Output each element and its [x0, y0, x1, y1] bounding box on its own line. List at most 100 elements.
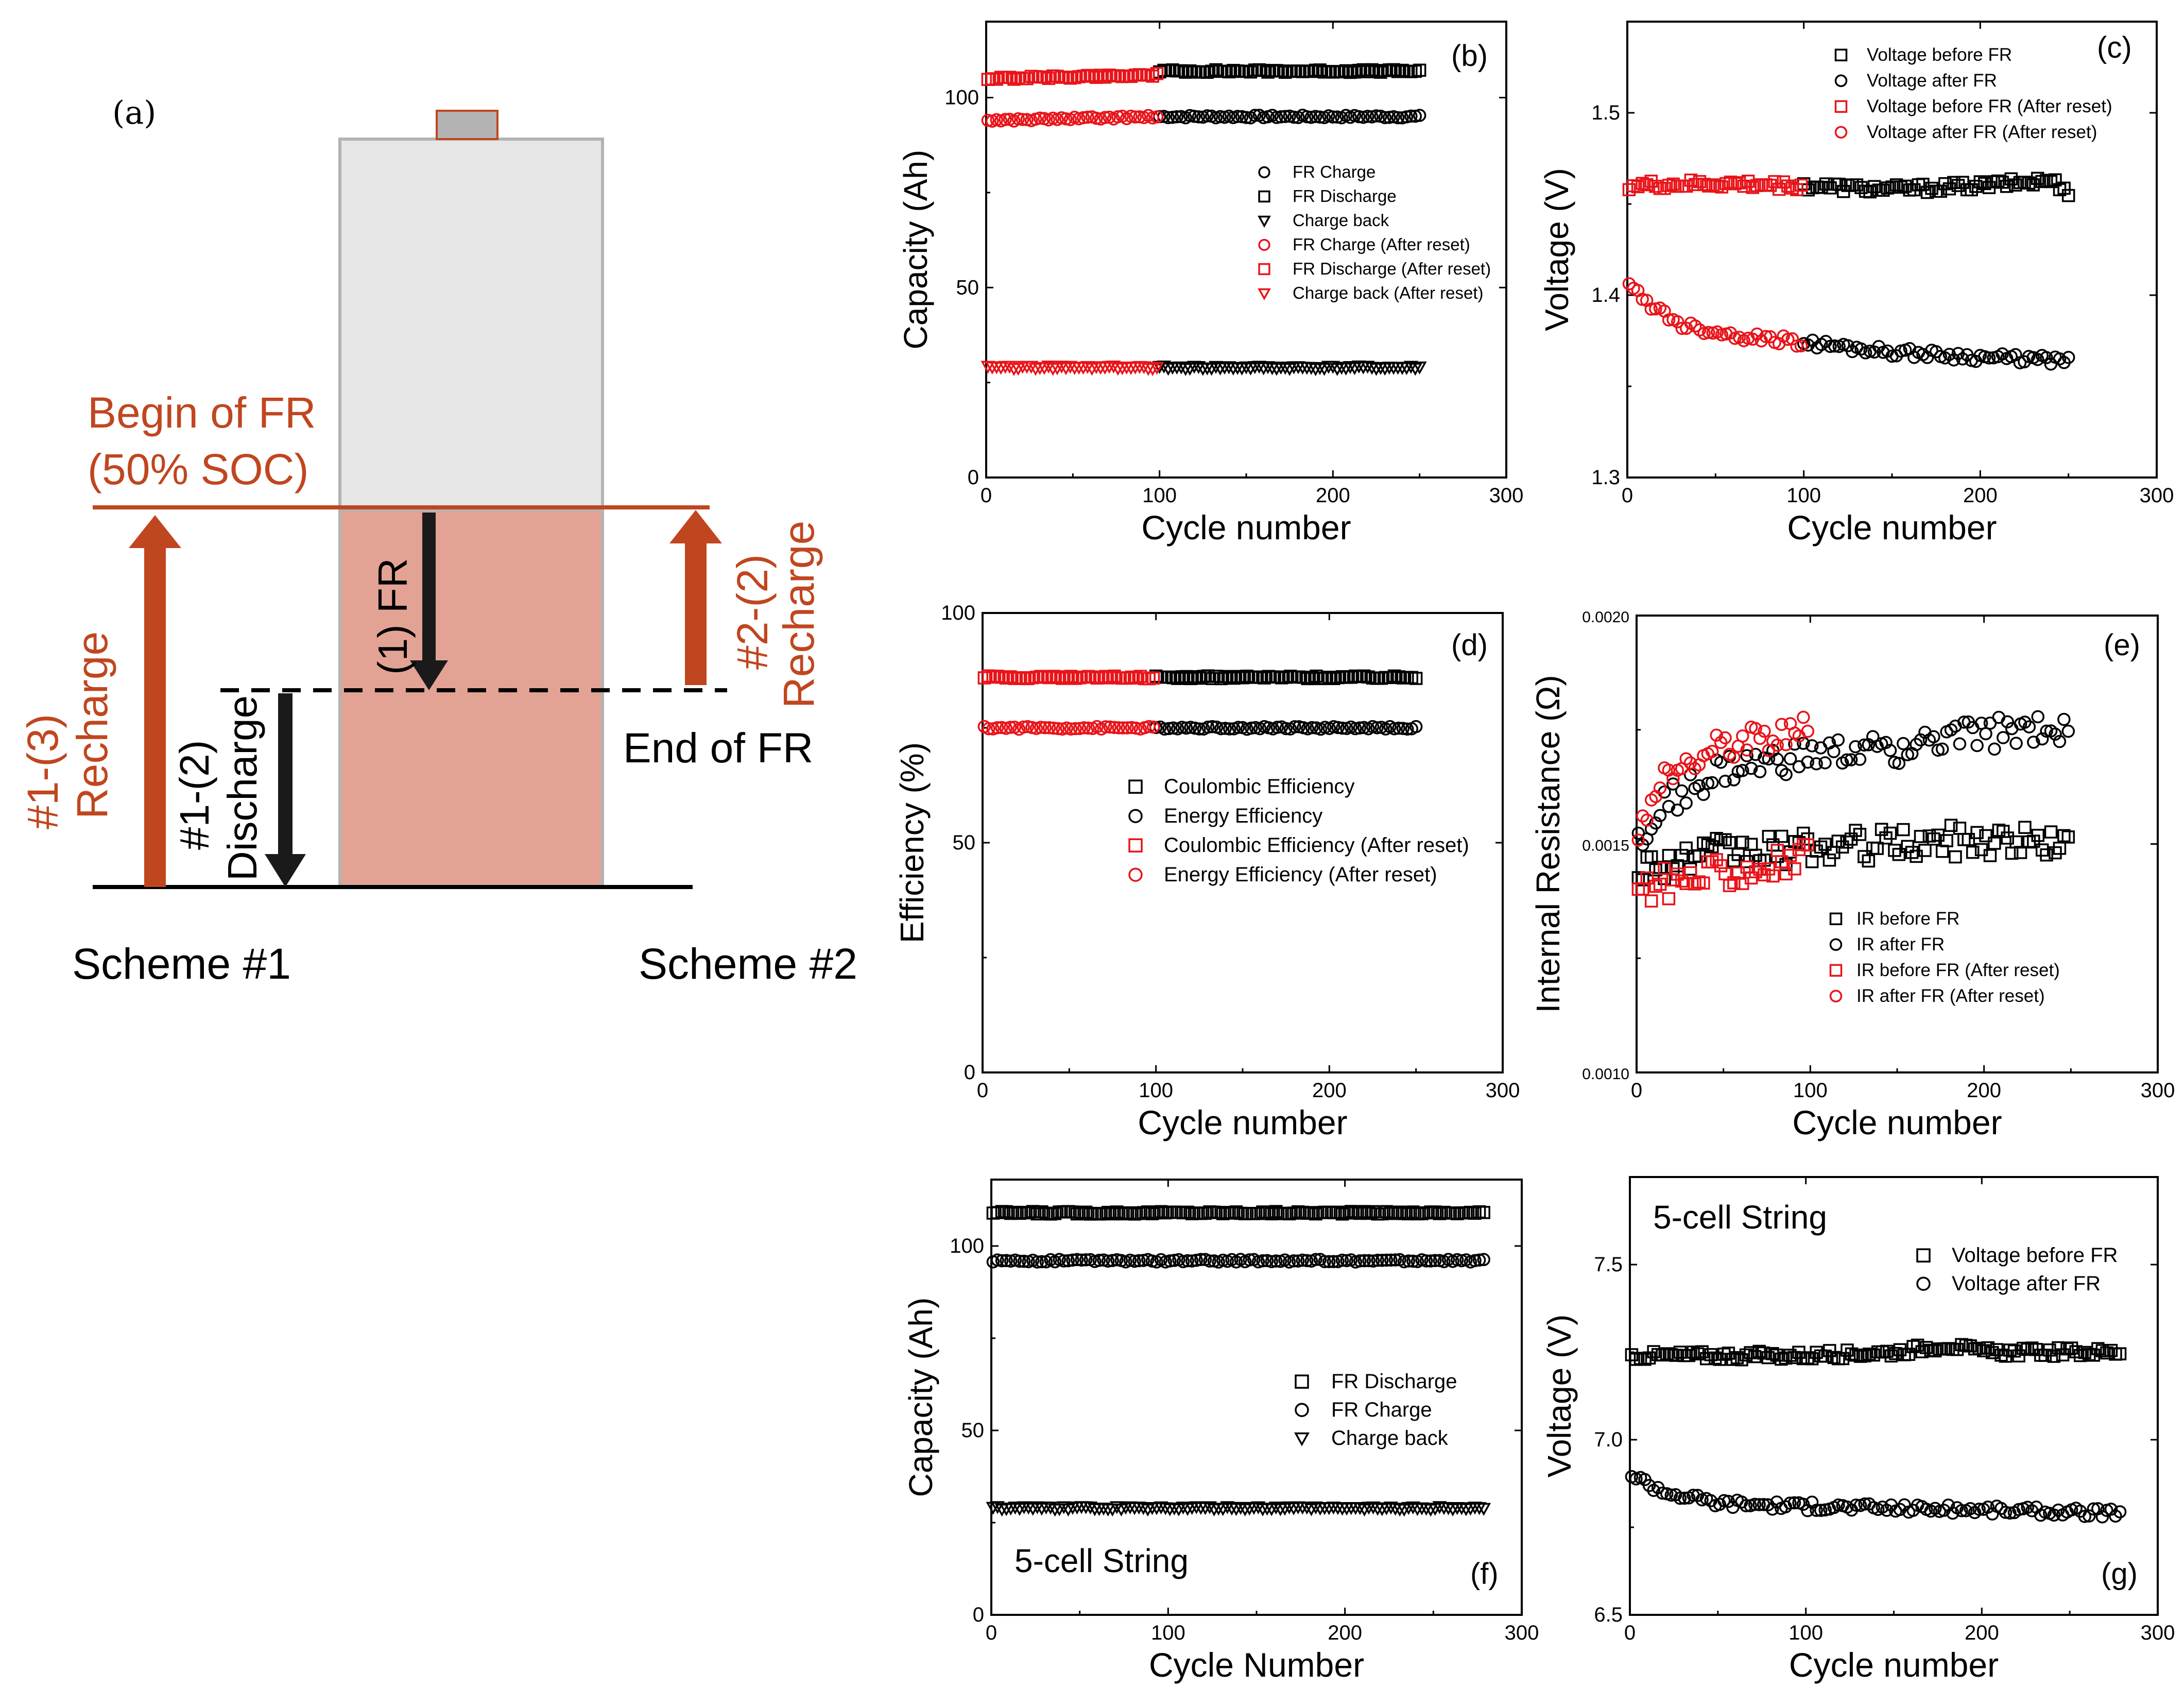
data-point: [2069, 1345, 2083, 1358]
data-point: [990, 73, 1003, 86]
data-point: [1818, 838, 1832, 851]
x-tick-label: 100: [1786, 484, 1821, 507]
data-point: [1406, 1205, 1420, 1219]
legend-label: IR before FR: [1856, 909, 1959, 929]
data-point: [1362, 1206, 1375, 1220]
data-point: [2009, 737, 2023, 750]
data-point: [1902, 1348, 1916, 1361]
data-point: [1069, 722, 1082, 736]
y-axis-label: Voltage (V): [1541, 1315, 1578, 1478]
data-point: [1198, 1206, 1212, 1220]
data-point: [1081, 721, 1095, 735]
data-point: [1331, 1205, 1345, 1219]
data-point: [1042, 721, 1056, 735]
data-point: [1888, 844, 1901, 857]
data-point: [1256, 1254, 1269, 1268]
data-point: [1406, 1254, 1420, 1268]
data-point: [1772, 182, 1786, 196]
data-point: [2078, 1510, 2091, 1523]
data-point: [1003, 71, 1017, 84]
data-point: [1361, 110, 1374, 123]
scheme-diagram: (a) Begin of FR (50% SOC) End of FR (1) …: [19, 94, 857, 988]
data-point: [2044, 175, 2058, 189]
data-point: [1270, 111, 1283, 124]
data-point: [1956, 176, 1969, 189]
data-point: [1296, 1253, 1310, 1267]
legend-label: IR after FR: [1856, 934, 1945, 954]
data-point: [1103, 671, 1117, 685]
x-axis-label: Cycle number: [1141, 508, 1351, 547]
data-point: [1853, 828, 1867, 841]
data-point: [1193, 722, 1206, 736]
data-point: [1079, 1205, 1093, 1219]
data-point: [1085, 70, 1099, 83]
series-ir-after-fr-after-reset-: [1631, 710, 1815, 847]
data-point: [1824, 181, 1837, 195]
data-point: [1691, 1489, 1705, 1502]
data-point: [1270, 721, 1284, 734]
data-point: [1649, 879, 1662, 893]
data-point: [1035, 1255, 1048, 1269]
series-voltage-before-fr: [1797, 172, 2075, 202]
data-point: [1687, 1345, 1700, 1359]
x-tick-label: 100: [1793, 1079, 1828, 1102]
data-point: [1840, 836, 1853, 849]
y-tick-label: 7.0: [1594, 1428, 1623, 1451]
data-point: [1867, 180, 1881, 194]
data-point: [1701, 326, 1715, 339]
x-tick-label: 100: [1142, 484, 1177, 507]
x-tick-label: 300: [2141, 1622, 2175, 1644]
data-point: [1017, 672, 1030, 685]
data-point: [1815, 181, 1828, 194]
data-point: [1369, 109, 1383, 123]
data-point: [1653, 781, 1667, 795]
data-point: [1200, 65, 1214, 79]
panel-label-a: (a): [112, 94, 156, 131]
fr-arrow: [410, 513, 448, 690]
data-point: [1110, 1205, 1124, 1219]
battery-terminal: [436, 110, 498, 140]
data-point: [1699, 1352, 1713, 1366]
data-point: [1671, 859, 1684, 873]
legend-label: Voltage before FR: [1952, 1244, 2118, 1267]
data-point: [1357, 1205, 1371, 1218]
data-point: [1150, 110, 1164, 124]
y-axis-label: Voltage (V): [1538, 168, 1575, 331]
data-point: [1736, 764, 1749, 777]
data-point: [1218, 722, 1232, 735]
data-point: [1097, 1207, 1110, 1221]
data-point: [1269, 1205, 1283, 1218]
data-point: [1391, 111, 1405, 125]
data-point: [1391, 65, 1405, 78]
data-point: [1920, 185, 1934, 199]
data-point: [1761, 1351, 1775, 1365]
data-point: [1925, 181, 1938, 195]
data-point: [1392, 721, 1405, 735]
data-point: [1388, 1206, 1402, 1220]
data-point: [1844, 832, 1858, 846]
data-point: [1371, 1253, 1384, 1267]
data-point: [1013, 1254, 1026, 1268]
data-point: [1292, 64, 1305, 78]
data-point: [1305, 721, 1319, 735]
data-point: [1970, 739, 1984, 753]
data-point: [1644, 894, 1658, 908]
data-point: [1035, 1205, 1048, 1219]
data-point: [1970, 826, 1984, 840]
legend-label: Voltage before FR (After reset): [1867, 96, 2112, 116]
data-point: [2018, 821, 2032, 834]
data-point: [1331, 671, 1345, 685]
x-tick-label: 300: [1486, 1079, 1520, 1102]
data-point: [1026, 1205, 1040, 1218]
legend-label: FR Discharge: [1293, 186, 1397, 206]
data-point: [1988, 742, 2001, 756]
data-point: [1846, 345, 1859, 359]
data-point: [2100, 1346, 2113, 1360]
data-point: [1099, 720, 1112, 734]
data-point: [2031, 353, 2044, 366]
y-axis-label: Efficiency (%): [893, 742, 931, 943]
data-point: [1810, 1345, 1823, 1359]
data-point: [1883, 744, 1897, 757]
recharge-1-label-1: #1-(3): [19, 714, 67, 829]
data-point: [1142, 720, 1156, 734]
